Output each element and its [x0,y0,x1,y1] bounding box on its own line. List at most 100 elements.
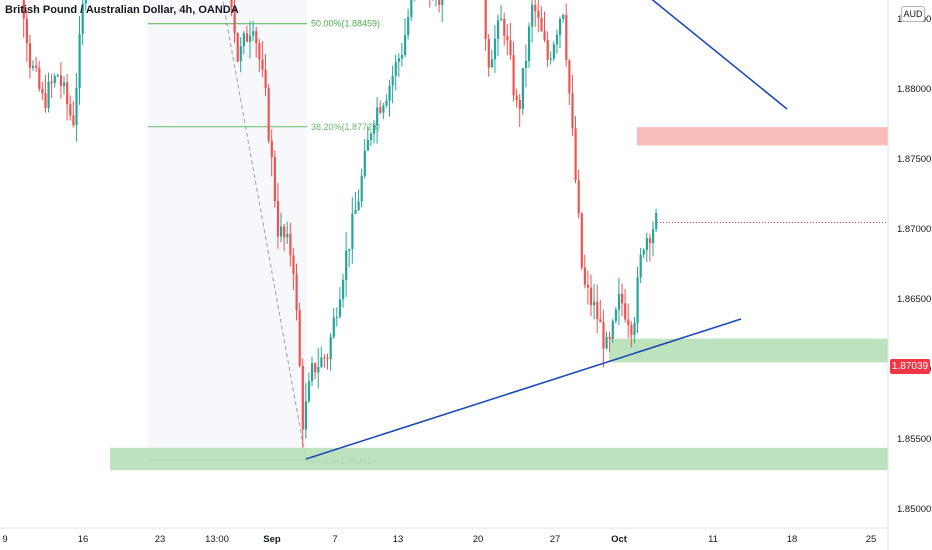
candle-body [47,81,50,108]
candle-body [617,293,621,310]
candle-body [295,273,298,311]
x-tick-label: 9 [2,534,7,545]
candle-body [376,107,379,126]
candle-body [373,125,376,134]
candle-body [524,60,528,69]
candle-body [555,34,559,45]
x-tick-label: 25 [866,534,877,545]
candle-body [611,321,614,339]
candle-body [577,180,580,214]
candle-body [404,35,407,55]
x-tick-label: 27 [550,534,561,545]
demand-zone [609,338,888,363]
candle-body [512,55,515,96]
candle-body [580,213,583,268]
candle-body [624,303,627,320]
candle-body [56,75,59,77]
y-tick-label: 1.85500 [897,434,931,445]
candle-body [394,61,397,76]
candle-body [75,87,78,125]
candle-body [410,0,413,17]
candle-body [438,0,441,5]
candle-body [382,105,385,113]
candles [22,0,658,448]
candle-body [342,279,345,300]
candle-body [645,238,648,251]
candle-body [317,366,320,373]
candle-body [53,76,56,84]
candle-body [249,35,252,42]
candle-body [78,34,81,88]
candle-body [602,322,605,349]
candle-body [391,75,394,86]
candle-body [320,357,323,367]
candle-body [493,38,497,60]
candle-body [593,301,596,306]
candle-body [540,17,543,32]
candle-body [230,0,233,7]
candle-body [639,254,642,278]
candle-body [236,32,239,62]
candle-body [549,58,552,60]
candle-body [521,68,524,109]
y-tick-label: 1.87000 [897,224,931,235]
y-tick-label: 1.88000 [897,84,931,95]
candle-body [314,363,317,373]
candle-body [32,65,35,68]
candle-body [546,40,549,60]
candle-body [255,31,258,44]
candle-body [515,95,518,101]
candle-body [270,140,273,158]
candle-body [599,319,602,323]
candle-body [301,365,304,430]
candle-body [286,233,289,238]
candle-body [388,85,391,101]
candle-body [264,69,267,89]
candle-body [608,336,611,339]
candle-body [562,14,565,19]
candle-body [323,357,326,359]
candle-body [633,322,636,336]
candle-body [273,157,276,202]
x-tick-label: 13 [393,534,404,545]
candle-body [252,31,255,36]
candle-body [363,150,366,176]
candle-body [81,3,84,35]
candle-body [652,229,655,244]
candle-body [258,43,261,60]
candle-body [407,16,410,36]
candle-body [655,212,658,230]
x-tick-label: Oct [611,534,628,545]
x-tick-label: 13:00 [205,534,229,545]
x-tick-label: 11 [708,534,718,545]
candle-body [497,20,500,39]
supply-zone [637,127,888,146]
candle-body [531,4,534,27]
candle-body [506,35,509,41]
candle-body [22,0,25,19]
candle-body [596,301,599,320]
candle-body [583,267,586,285]
candle-body [400,54,404,59]
candle-body [348,248,351,251]
candle-body [500,18,503,21]
candle-body [357,201,360,210]
candle-body [332,317,335,338]
price-zones[interactable] [110,0,888,471]
y-axis[interactable]: 1.850001.855001.860001.865001.870001.875… [887,0,931,550]
fib-level-label: 50.00%(1.88459) [311,19,380,29]
x-axis[interactable]: 9 16 23 13:00 Sep 7 13 20 27 Oct 11 18 25 [0,527,888,545]
candle-body [354,209,357,214]
candle-body [41,88,44,94]
y-tick-label: 1.87500 [897,154,931,165]
candle-body [245,33,249,42]
candle-body [280,226,283,237]
candle-body [59,75,63,87]
currency-label[interactable]: AUD [901,6,925,22]
trendlines[interactable] [140,0,888,460]
ascending-trendline [305,318,742,460]
candle-body [385,100,388,106]
candle-body [25,18,28,44]
candle-body [379,107,382,113]
